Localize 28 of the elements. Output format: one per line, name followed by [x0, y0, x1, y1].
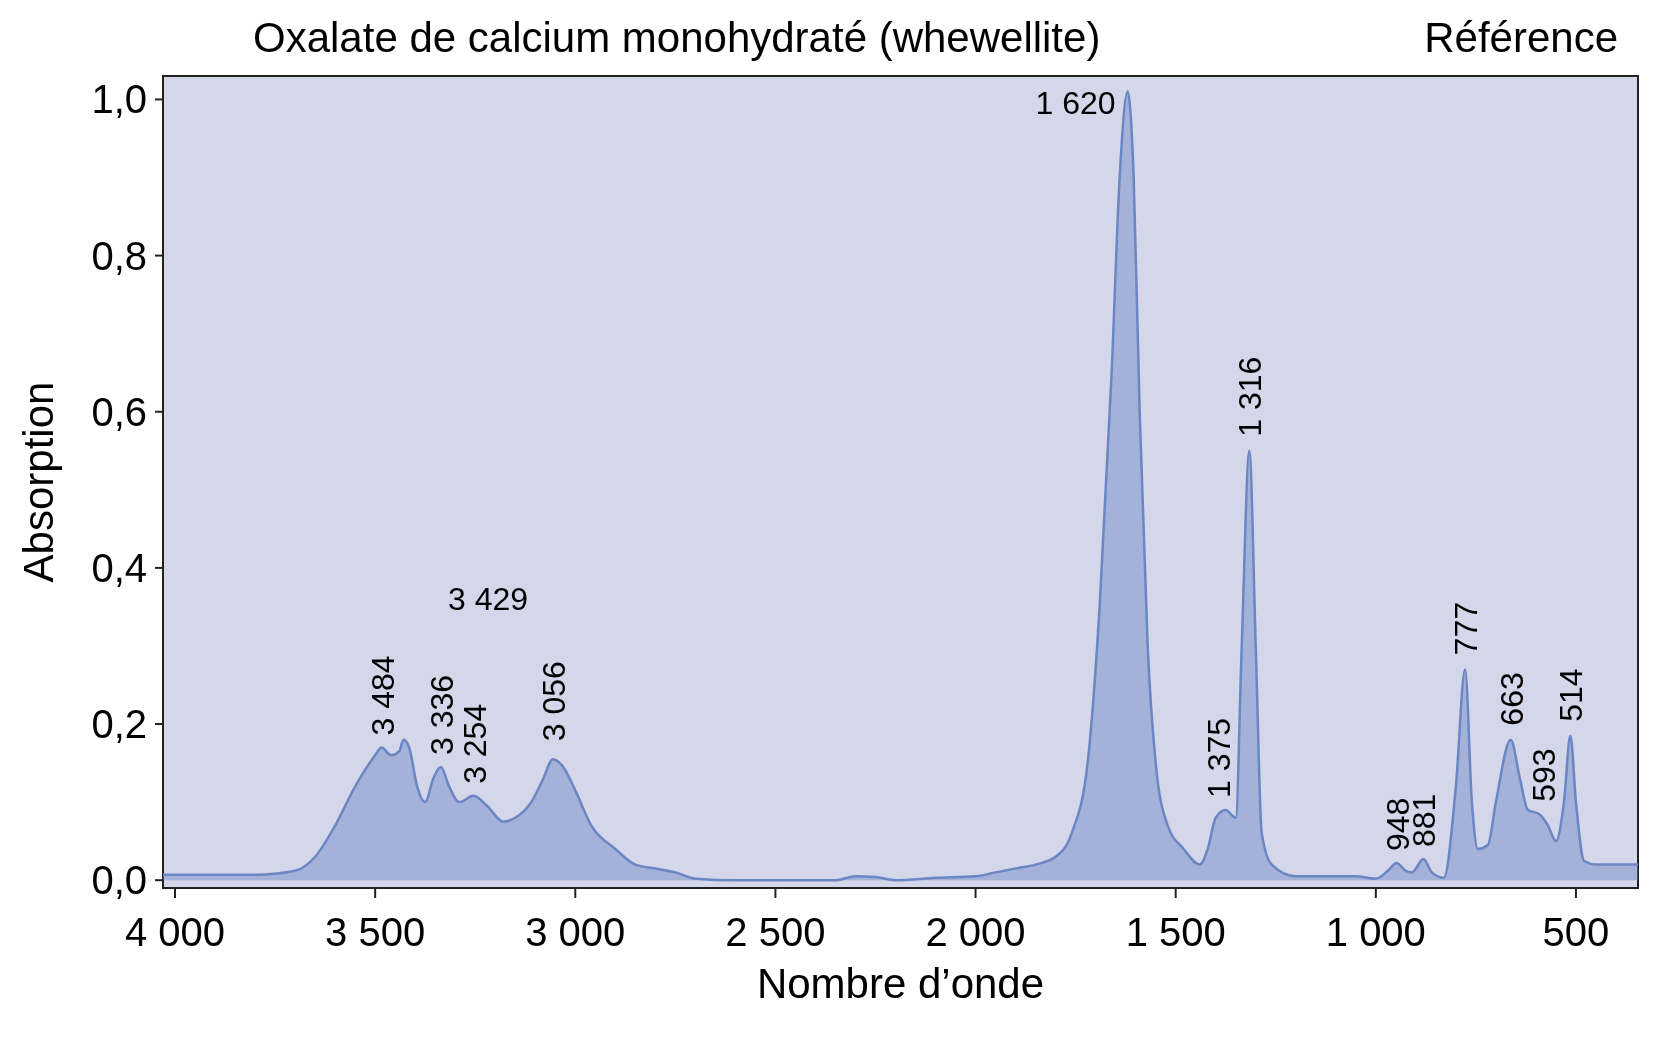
annotation: 593 — [1525, 748, 1562, 802]
annotation: 663 — [1493, 672, 1530, 726]
x-tick-label: 1 500 — [1125, 910, 1226, 954]
chart-title: Oxalate de calcium monohydraté (whewellite) — [253, 14, 1101, 61]
y-axis-title: Absorption — [15, 381, 62, 583]
annotation: 777 — [1448, 601, 1485, 656]
y-tick-label: 0,4 — [91, 545, 147, 590]
annotation: 1 375 — [1200, 717, 1237, 798]
x-tick-label: 4 000 — [124, 910, 226, 954]
annotation: 1 316 — [1232, 356, 1269, 437]
y-tick-label: 1,0 — [91, 77, 147, 122]
y-tick-label: 0,6 — [91, 389, 147, 434]
x-tick-label: 2 000 — [925, 910, 1026, 954]
x-tick-label: 3 500 — [325, 910, 426, 954]
annotation: 3 484 — [364, 655, 401, 736]
y-tick-label: 0,2 — [91, 702, 147, 747]
annotation: 3 056 — [535, 661, 572, 742]
x-tick-label: 500 — [1542, 910, 1610, 954]
annotation: 3 429 — [447, 581, 529, 618]
x-tick-label: 2 500 — [725, 910, 826, 954]
y-tick-label: 0,8 — [91, 233, 147, 278]
y-tick-label: 0,0 — [91, 858, 147, 903]
x-axis-title: Nombre d’onde — [756, 960, 1045, 1007]
annotation: 514 — [1553, 668, 1590, 722]
x-tick-label: 1 000 — [1325, 910, 1426, 954]
chart-subtitle: Référence — [1424, 14, 1618, 61]
annotation: 1 620 — [1035, 84, 1116, 121]
x-tick-label: 3 000 — [525, 910, 626, 954]
